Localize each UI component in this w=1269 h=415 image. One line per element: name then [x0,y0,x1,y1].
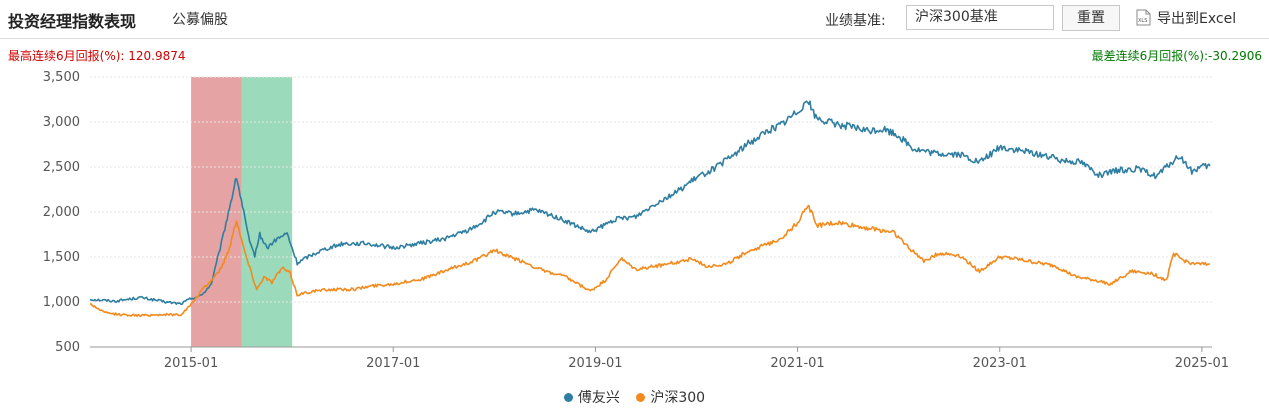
min-6m-return-label: 最差连续6月回报(%): [1091,49,1209,63]
min-6m-return-value: -30.2906 [1208,49,1262,63]
chart-legend: 傅友兴 沪深300 [0,387,1269,407]
xls-file-icon: XLS [1136,9,1151,26]
max-6m-return-label: 最高连续6月回报(%): [8,49,125,63]
y-tick-label: 2,500 [43,160,80,175]
export-label: 导出到Excel [1157,11,1237,27]
x-tick-label: 2017-01 [366,356,420,371]
x-tick-label: 2025-01 [1175,356,1229,371]
benchmark-label: 业绩基准: [825,13,886,29]
y-tick-label: 500 [55,340,80,355]
x-tick-label: 2019-01 [568,356,622,371]
reset-button[interactable]: 重置 [1062,5,1120,31]
legend-item-series1[interactable]: 傅友兴 [563,387,620,407]
max-6m-return-value: 120.9874 [128,49,186,63]
legend-dot-series1 [563,393,573,402]
export-excel-button[interactable]: XLS 导出到Excel [1136,8,1236,28]
y-tick-label: 3,500 [43,70,80,85]
x-tick-label: 2015-01 [164,356,218,371]
max-6m-return: 最高连续6月回报(%): 120.9874 [8,47,186,64]
legend-label-series2: 沪深300 [650,390,706,406]
index-line-chart[interactable]: 500 1,000 1,500 2,000 2,500 3,000 3,500 2015-01… [0,60,1269,380]
benchmark-select[interactable]: 沪深300基准 [906,5,1054,30]
min-6m-return: 最差连续6月回报(%):-30.2906 [1092,47,1262,64]
header-bar: 投资经理指数表现 公募偏股 业绩基准: 沪深300基准 重置 XLS 导出到Ex… [0,0,1269,39]
y-tick-label: 1,000 [43,295,80,310]
y-tick-label: 1,500 [43,250,80,265]
legend-item-series2[interactable]: 沪深300 [636,387,705,407]
y-tick-label: 2,000 [43,205,80,220]
series-line-series2[interactable] [89,204,1211,318]
legend-dot-series2 [636,393,646,402]
page-title: 投资经理指数表现 [8,12,137,31]
x-tick-label: 2021-01 [770,356,824,371]
series-line-series1[interactable] [89,100,1211,306]
x-tick-label: 2023-01 [973,356,1027,371]
legend-label-series1: 傅友兴 [577,390,620,406]
y-tick-label: 3,000 [43,115,80,130]
svg-text:XLS: XLS [1138,18,1147,24]
fund-category-label: 公募偏股 [172,12,228,28]
